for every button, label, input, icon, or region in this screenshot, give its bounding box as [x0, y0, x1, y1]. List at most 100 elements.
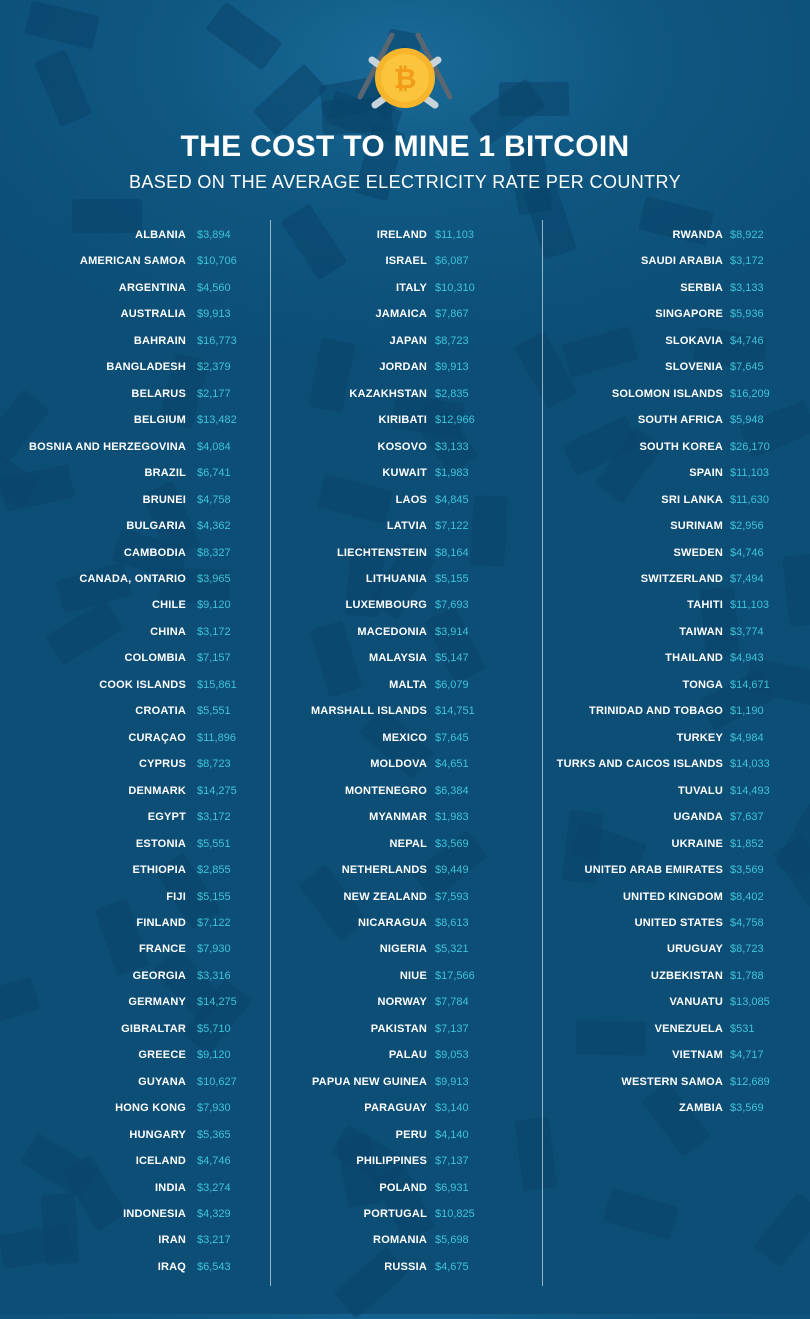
- table-row: ETHIOPIA $2,855: [0, 862, 230, 878]
- country-name: VIETNAM: [672, 1049, 723, 1062]
- mining-cost-value: $11,103: [435, 229, 474, 241]
- table-row: PAKISTAN $7,137: [0, 1021, 469, 1037]
- mining-cost-value: $5,698: [435, 1234, 469, 1247]
- country-name: TONGA: [682, 678, 723, 691]
- country-name: ESTONIA: [135, 837, 186, 850]
- svg-text:₿: ₿: [394, 63, 417, 94]
- country-name: SAUDI ARABIA: [640, 255, 723, 268]
- mining-cost-value: $5,710: [197, 1022, 231, 1035]
- country-name: GUYANA: [138, 1075, 186, 1088]
- table-row: MALTA $6,079: [0, 677, 469, 693]
- table-row: SLOVENIA $7,645: [0, 359, 764, 375]
- mining-cost-value: $4,362: [197, 520, 231, 533]
- table-row: CYPRUS $8,723: [0, 756, 231, 772]
- table-row: RUSSIA $4,675: [0, 1259, 468, 1275]
- table-row: MEXICO $7,645: [0, 730, 468, 746]
- mining-cost-value: $7,137: [435, 1022, 469, 1035]
- table-row: MYANMAR $1,983: [0, 809, 469, 825]
- mining-cost-value: $26,170: [730, 440, 770, 453]
- country-name: KOSOVO: [377, 440, 427, 453]
- table-row: IRELAND $11,103: [0, 227, 474, 243]
- table-row: HONG KONG $7,930: [0, 1100, 231, 1116]
- mining-cost-value: $5,321: [435, 943, 469, 956]
- mining-cost-value: $8,723: [197, 758, 231, 771]
- table-row: SOUTH KOREA $26,170: [0, 439, 770, 455]
- country-name: GREECE: [138, 1049, 186, 1062]
- table-row: KAZAKHSTAN $2,835: [0, 386, 468, 402]
- country-name: HUNGARY: [129, 1128, 186, 1141]
- money-bill-decoration: [33, 49, 93, 127]
- country-name: MONTENEGRO: [344, 784, 427, 797]
- table-row: UNITED ARAB EMIRATES $3,569: [0, 862, 764, 878]
- table-row: VENEZUELA $531: [0, 1021, 755, 1037]
- mining-cost-value: $3,172: [730, 255, 764, 268]
- country-name: UNITED STATES: [634, 916, 723, 929]
- mining-cost-value: $6,931: [435, 1181, 469, 1194]
- mining-cost-value: $3,914: [435, 625, 469, 638]
- country-name: GEORGIA: [132, 969, 186, 982]
- country-name: POLAND: [379, 1181, 427, 1194]
- country-name: BRAZIL: [144, 467, 186, 480]
- mining-cost-value: $5,551: [197, 705, 231, 718]
- country-name: RUSSIA: [384, 1260, 427, 1273]
- mining-cost-value: $1,788: [730, 969, 764, 982]
- table-row: VANUATU $13,085: [0, 994, 769, 1010]
- mining-cost-value: $6,079: [435, 678, 469, 691]
- money-bill-decoration: [523, 182, 578, 260]
- money-bill-decoration: [206, 1, 283, 71]
- country-name: LATVIA: [386, 520, 427, 533]
- country-name: AMERICAN SAMOA: [79, 255, 186, 268]
- mining-cost-value: $9,913: [435, 361, 469, 374]
- table-row: ARGENTINA $4,560: [0, 280, 231, 296]
- country-name: RWANDA: [672, 229, 723, 241]
- country-name: PAKISTAN: [370, 1022, 427, 1035]
- country-name: CHILE: [152, 599, 186, 612]
- table-row: BOSNIA AND HERZEGOVINA $4,084: [0, 439, 231, 455]
- table-row: BAHRAIN $16,773: [0, 333, 237, 349]
- page-subtitle: BASED ON THE AVERAGE ELECTRICITY RATE PE…: [128, 172, 682, 192]
- country-name: SOUTH KOREA: [639, 440, 723, 453]
- table-row: MONTENEGRO $6,384: [0, 783, 469, 799]
- country-name: TURKEY: [676, 731, 723, 744]
- mining-cost-value: $2,379: [197, 361, 231, 374]
- table-row: COOK ISLANDS $15,861: [0, 677, 237, 693]
- country-name: NEPAL: [389, 837, 427, 850]
- country-name: SINGAPORE: [655, 308, 723, 321]
- table-row: KIRIBATI $12,966: [0, 412, 475, 428]
- country-name: CROATIA: [135, 705, 186, 718]
- table-row: LIECHTENSTEIN $8,164: [0, 545, 469, 561]
- table-row: GIBRALTAR $5,710: [0, 1021, 231, 1037]
- country-name: BANGLADESH: [106, 361, 186, 374]
- mining-cost-value: $11,103: [730, 467, 769, 480]
- country-name: MYANMAR: [369, 811, 427, 824]
- country-name: COLOMBIA: [124, 652, 186, 665]
- table-row: NETHERLANDS $9,449: [0, 862, 469, 878]
- country-name: KAZAKHSTAN: [349, 387, 427, 400]
- table-row: JORDAN $9,913: [0, 359, 468, 375]
- mining-cost-value: $4,746: [197, 1155, 231, 1168]
- mining-cost-value: $3,140: [435, 1102, 469, 1115]
- money-bill-decoration: [782, 553, 810, 627]
- country-name: MALAYSIA: [368, 652, 427, 665]
- country-name: ITALY: [396, 281, 427, 294]
- mining-cost-value: $4,717: [730, 1049, 764, 1062]
- table-row: INDIA $3,274: [0, 1180, 231, 1196]
- country-name: IRAQ: [157, 1260, 186, 1273]
- bitcoin-pickaxe-icon: ₿: [357, 32, 453, 109]
- table-row: PHILIPPINES $7,137: [0, 1153, 468, 1169]
- table-row: MALAYSIA $5,147: [0, 650, 469, 666]
- mining-cost-value: $16,209: [730, 387, 770, 400]
- country-name: KIRIBATI: [378, 414, 427, 427]
- mining-cost-value: $4,758: [197, 493, 231, 506]
- mining-cost-value: $3,133: [730, 281, 764, 294]
- country-name: IRAN: [158, 1234, 186, 1247]
- table-row: BANGLADESH $2,379: [0, 359, 230, 375]
- mining-cost-value: $8,723: [435, 334, 469, 347]
- table-row: THAILAND $4,943: [0, 650, 763, 666]
- country-name: CAMBODIA: [123, 546, 186, 559]
- money-bill-decoration: [423, 606, 486, 684]
- mining-cost-value: $7,122: [435, 520, 469, 533]
- mining-cost-value: $15,861: [197, 678, 237, 691]
- country-name: THAILAND: [665, 652, 723, 665]
- country-name: INDONESIA: [123, 1208, 186, 1221]
